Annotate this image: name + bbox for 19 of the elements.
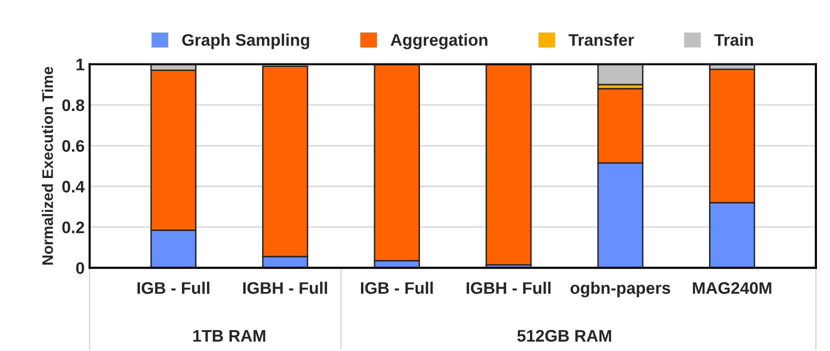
x-tick-label: MAG240M xyxy=(692,282,772,294)
x-tick-label: IGB - Full xyxy=(138,282,210,294)
legend-label: Graph Sampling xyxy=(182,34,310,50)
y-tick-label: 0.8 xyxy=(62,99,84,112)
x-tick-label: IGBH - Full xyxy=(243,282,328,294)
legend-label: Train xyxy=(714,34,753,46)
text: 512GB RAM xyxy=(517,330,612,342)
y-tick-label: 0.2 xyxy=(62,222,84,234)
x-tick-label: IGBH - Full xyxy=(466,282,550,294)
x-tick-label: IGB - Full xyxy=(360,282,433,294)
y-axis-title: Normalized Execution Time xyxy=(42,66,54,265)
y-tick-label: 1 xyxy=(76,58,84,70)
y-tick-label: 0.4 xyxy=(62,180,85,193)
y-tick-label: 0.6 xyxy=(62,140,84,152)
y-tick-label: 0 xyxy=(76,262,84,274)
legend-label: Aggregation xyxy=(390,34,488,50)
x-tick-label: ogbn-papers xyxy=(570,282,670,298)
text: 1TB RAM xyxy=(193,330,266,342)
legend-label: Transfer xyxy=(568,34,634,46)
